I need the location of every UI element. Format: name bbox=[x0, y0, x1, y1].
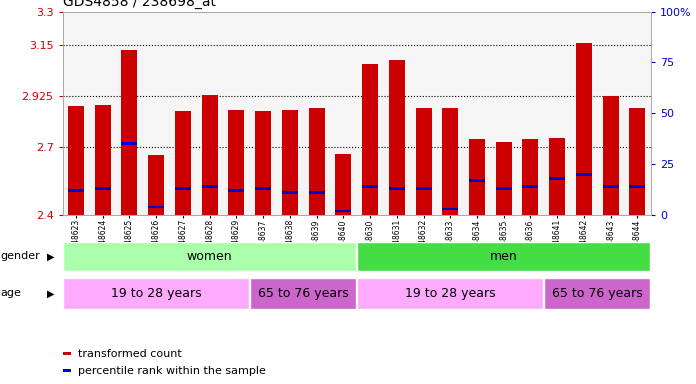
Text: gender: gender bbox=[1, 251, 40, 262]
Bar bbox=[496, 142, 512, 215]
Bar bbox=[357, 278, 543, 309]
Bar bbox=[121, 142, 138, 145]
Text: women: women bbox=[187, 250, 232, 263]
Text: 65 to 76 years: 65 to 76 years bbox=[258, 287, 349, 300]
Bar bbox=[335, 210, 351, 212]
Bar bbox=[603, 96, 619, 215]
Bar bbox=[68, 106, 84, 215]
Bar bbox=[362, 63, 378, 215]
Bar bbox=[442, 208, 458, 210]
Bar bbox=[389, 187, 405, 190]
Text: transformed count: transformed count bbox=[78, 349, 182, 359]
Bar bbox=[228, 110, 244, 215]
Bar bbox=[282, 110, 298, 215]
Bar bbox=[255, 111, 271, 215]
Bar bbox=[175, 187, 191, 190]
Bar bbox=[175, 111, 191, 215]
Bar bbox=[576, 173, 592, 176]
Bar bbox=[469, 179, 485, 182]
Bar bbox=[357, 242, 650, 271]
Bar bbox=[282, 191, 298, 194]
Text: percentile rank within the sample: percentile rank within the sample bbox=[78, 366, 266, 376]
Bar bbox=[63, 278, 249, 309]
Bar bbox=[63, 242, 356, 271]
Bar bbox=[389, 60, 405, 215]
Bar bbox=[255, 187, 271, 190]
Text: ▶: ▶ bbox=[47, 288, 55, 298]
Bar bbox=[68, 189, 84, 192]
Bar bbox=[469, 139, 485, 215]
Bar bbox=[148, 205, 164, 208]
Bar bbox=[603, 185, 619, 188]
Bar bbox=[251, 278, 356, 309]
Bar bbox=[95, 187, 111, 190]
Bar bbox=[496, 187, 512, 190]
Bar bbox=[416, 108, 432, 215]
Bar bbox=[308, 191, 324, 194]
Bar bbox=[549, 138, 565, 215]
Text: 65 to 76 years: 65 to 76 years bbox=[552, 287, 642, 300]
Bar bbox=[228, 189, 244, 192]
Bar bbox=[549, 177, 565, 180]
Bar bbox=[629, 108, 645, 215]
Bar bbox=[335, 154, 351, 215]
Bar bbox=[362, 185, 378, 188]
Bar bbox=[202, 95, 218, 215]
Bar bbox=[442, 108, 458, 215]
Bar bbox=[523, 139, 539, 215]
Bar bbox=[148, 155, 164, 215]
Text: GDS4858 / 238698_at: GDS4858 / 238698_at bbox=[63, 0, 216, 10]
Text: 19 to 28 years: 19 to 28 years bbox=[405, 287, 496, 300]
Text: men: men bbox=[490, 250, 518, 263]
Bar bbox=[629, 185, 645, 188]
Bar bbox=[416, 187, 432, 190]
Bar bbox=[308, 108, 324, 215]
Text: ▶: ▶ bbox=[47, 251, 55, 262]
Bar bbox=[544, 278, 650, 309]
Bar bbox=[523, 185, 539, 188]
Bar bbox=[121, 50, 138, 215]
Text: age: age bbox=[1, 288, 22, 298]
Bar bbox=[576, 43, 592, 215]
Text: 19 to 28 years: 19 to 28 years bbox=[111, 287, 202, 300]
Bar bbox=[202, 185, 218, 188]
Bar bbox=[95, 105, 111, 215]
